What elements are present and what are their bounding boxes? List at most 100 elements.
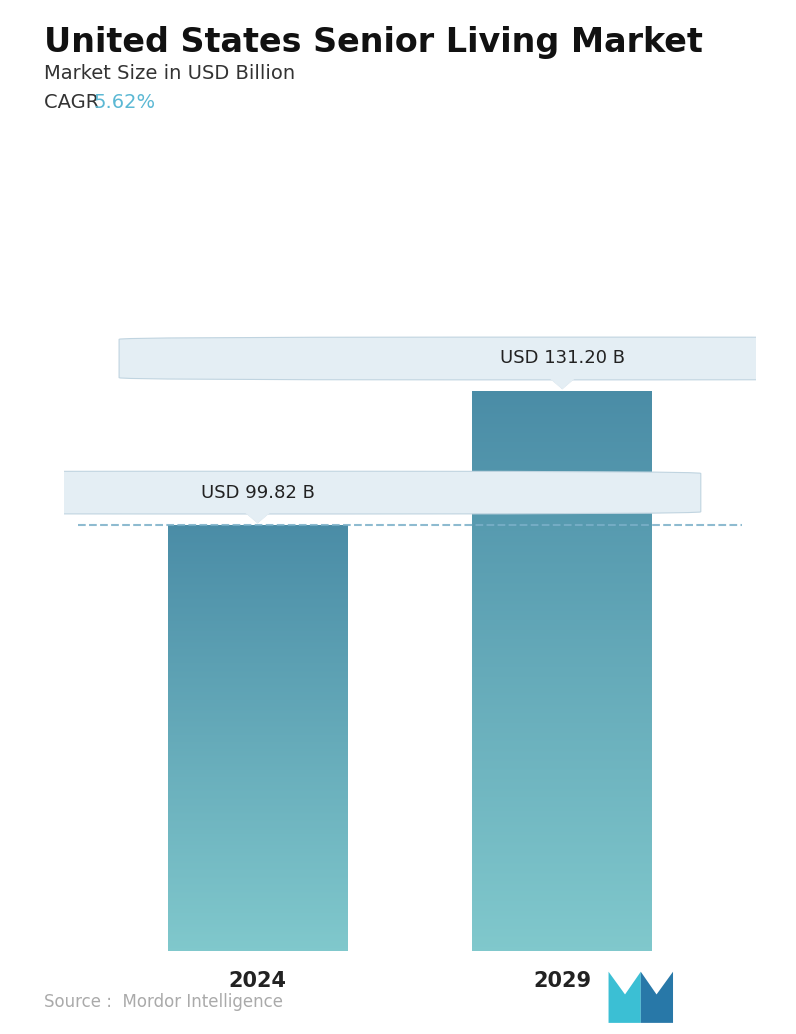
Bar [168, 649, 348, 650]
Bar [472, 480, 653, 482]
Bar [472, 809, 653, 810]
Bar [168, 767, 348, 768]
Bar [168, 856, 348, 857]
Bar [472, 519, 653, 521]
Bar [472, 608, 653, 609]
Bar [168, 541, 348, 542]
Bar [472, 659, 653, 660]
Bar [168, 868, 348, 869]
Bar [168, 698, 348, 699]
Bar [168, 846, 348, 847]
Bar [168, 886, 348, 887]
Bar [168, 641, 348, 642]
Bar [472, 524, 653, 525]
Bar [472, 909, 653, 911]
Bar [472, 645, 653, 647]
Bar [472, 706, 653, 707]
Bar [472, 534, 653, 535]
Bar [168, 605, 348, 606]
Bar [472, 605, 653, 606]
Bar [472, 883, 653, 884]
Bar [168, 555, 348, 556]
Bar [168, 626, 348, 627]
Bar [168, 713, 348, 714]
Bar [472, 459, 653, 460]
Bar [472, 892, 653, 893]
Bar [472, 522, 653, 524]
Bar [472, 735, 653, 737]
Bar [472, 572, 653, 573]
Bar [168, 613, 348, 614]
Bar [472, 493, 653, 494]
Bar [168, 784, 348, 785]
Bar [168, 578, 348, 579]
Bar [168, 571, 348, 572]
Bar [472, 936, 653, 937]
Bar [168, 542, 348, 543]
Bar [168, 857, 348, 858]
Bar [168, 900, 348, 902]
Bar [472, 671, 653, 672]
Bar [168, 650, 348, 651]
Bar [472, 879, 653, 880]
Bar [472, 424, 653, 426]
Bar [168, 673, 348, 674]
Bar [168, 793, 348, 794]
Bar [472, 402, 653, 403]
Bar [168, 837, 348, 838]
Bar [168, 865, 348, 868]
Bar [168, 718, 348, 719]
Bar [168, 949, 348, 950]
Bar [472, 758, 653, 759]
Bar [472, 467, 653, 469]
Bar [168, 550, 348, 551]
Bar [472, 881, 653, 883]
Bar [168, 785, 348, 786]
Bar [168, 902, 348, 903]
Bar [168, 547, 348, 548]
Bar [472, 791, 653, 793]
Bar [168, 761, 348, 762]
Bar [168, 610, 348, 611]
Bar [472, 533, 653, 534]
Bar [472, 637, 653, 639]
Bar [168, 848, 348, 849]
Bar [472, 635, 653, 636]
Bar [472, 617, 653, 619]
Bar [168, 591, 348, 592]
Bar [472, 597, 653, 598]
Bar [472, 591, 653, 592]
Bar [472, 499, 653, 501]
Bar [472, 616, 653, 617]
Bar [472, 655, 653, 656]
Bar [168, 669, 348, 670]
Bar [168, 607, 348, 608]
Bar [472, 672, 653, 674]
Bar [472, 833, 653, 834]
Bar [168, 915, 348, 916]
Bar [168, 616, 348, 617]
Bar [472, 783, 653, 785]
Bar [168, 642, 348, 643]
Bar [168, 751, 348, 752]
Bar [472, 800, 653, 801]
Bar [472, 483, 653, 485]
Bar [168, 592, 348, 594]
Bar [472, 602, 653, 604]
Bar [472, 611, 653, 612]
Bar [168, 683, 348, 685]
Bar [472, 465, 653, 466]
Bar [168, 644, 348, 645]
Bar [472, 710, 653, 711]
Bar [472, 904, 653, 905]
Bar [472, 521, 653, 522]
Bar [472, 856, 653, 857]
Bar [472, 767, 653, 769]
Bar [472, 728, 653, 730]
Bar [472, 585, 653, 587]
Bar [168, 740, 348, 741]
Bar [168, 706, 348, 707]
Bar [168, 871, 348, 872]
Bar [472, 478, 653, 479]
Bar [168, 653, 348, 655]
